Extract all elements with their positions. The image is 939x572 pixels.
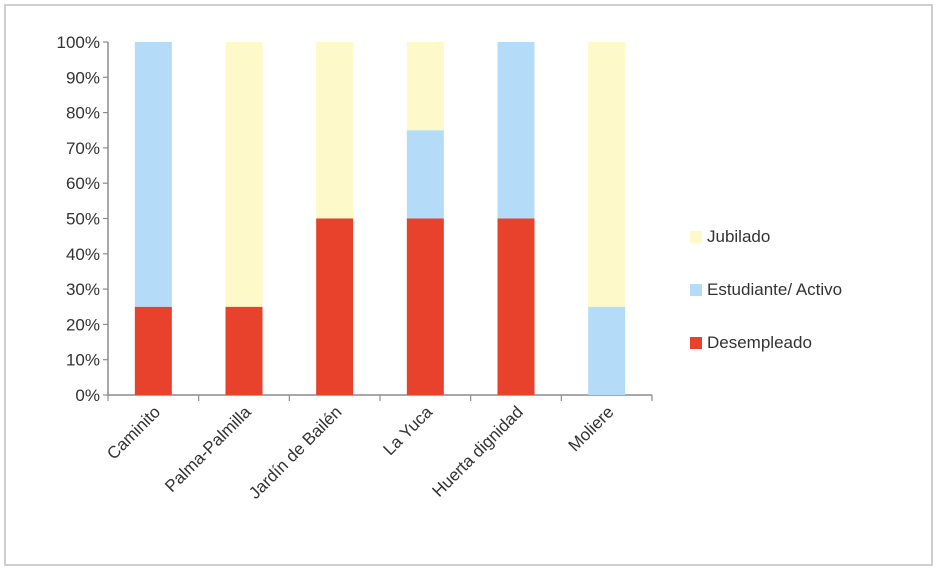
- axes: [103, 41, 653, 401]
- y-tick-label: 70%: [66, 139, 100, 158]
- bar-segment: [588, 306, 626, 395]
- legend-swatch: [690, 231, 702, 243]
- x-tick-label: La Yuca: [379, 402, 436, 459]
- x-tick-label: Huerta dignidad: [429, 402, 527, 500]
- bar-segment: [316, 218, 354, 395]
- y-tick-label: 80%: [66, 104, 100, 123]
- bar-segment: [406, 42, 444, 131]
- bar-segment: [497, 42, 535, 219]
- x-tick-label: Jardín de Bailén: [245, 402, 345, 502]
- bar-segment: [134, 42, 172, 307]
- bar-segment: [588, 42, 626, 307]
- x-tick-label: Caminito: [103, 402, 164, 463]
- y-tick-label: 40%: [66, 245, 100, 264]
- y-tick-labels: 0% 10% 20% 30% 40% 50% 60% 70% 80% 90% 100%: [57, 33, 100, 405]
- y-tick-label: 100%: [57, 33, 100, 52]
- x-tick-label: Moliere: [565, 402, 618, 455]
- legend: Jubilado Estudiante/ Activo Desempleado: [690, 227, 842, 352]
- bar-segment: [225, 306, 263, 395]
- y-tick-label: 30%: [66, 280, 100, 299]
- legend-label: Desempleado: [707, 333, 812, 352]
- bar-segment: [316, 42, 354, 219]
- bar-segment: [134, 306, 172, 395]
- bars: [134, 42, 626, 395]
- legend-swatch: [690, 337, 702, 349]
- legend-swatch: [690, 284, 702, 296]
- bar-segment: [406, 218, 444, 395]
- y-tick-label: 20%: [66, 315, 100, 334]
- bar-segment: [406, 130, 444, 219]
- y-tick-label: 90%: [66, 68, 100, 87]
- bar-segment: [497, 218, 535, 395]
- legend-label: Jubilado: [707, 227, 770, 246]
- y-tick-label: 60%: [66, 174, 100, 193]
- y-tick-label: 10%: [66, 351, 100, 370]
- x-tick-label: Palma-Palmilla: [161, 402, 255, 496]
- legend-label: Estudiante/ Activo: [707, 280, 842, 299]
- y-tick-label: 0%: [75, 386, 100, 405]
- bar-segment: [225, 42, 263, 307]
- y-tick-label: 50%: [66, 210, 100, 229]
